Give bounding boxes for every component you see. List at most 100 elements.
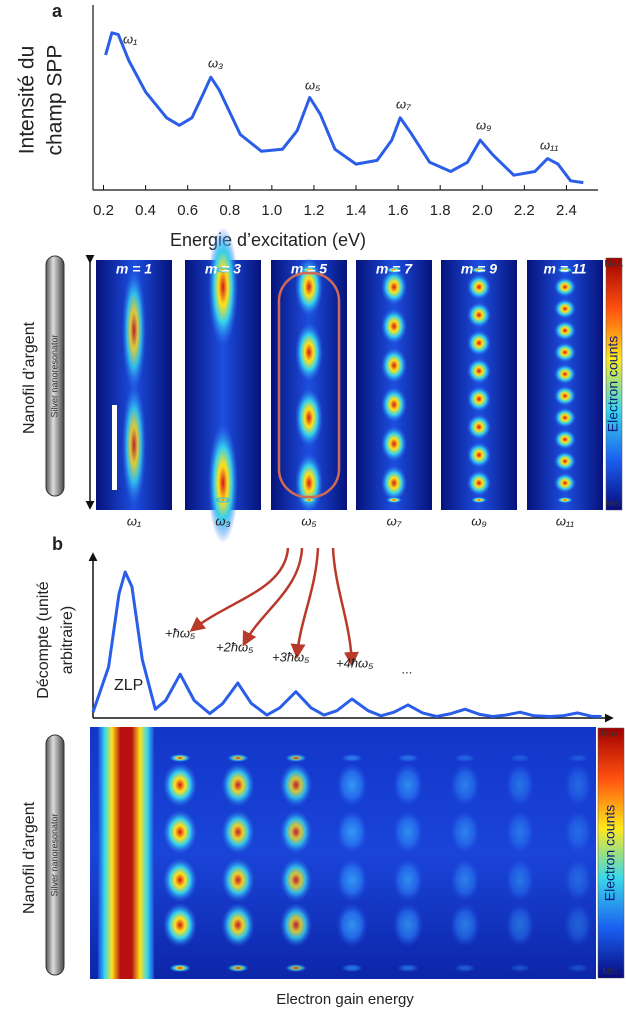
wire-label: Silver nanoresonator: [49, 334, 59, 417]
nanowire: [45, 734, 65, 976]
end-spot: [454, 964, 476, 972]
hot-spot: [208, 423, 238, 543]
hot-spot: [554, 429, 576, 450]
hot-spot: [554, 407, 576, 428]
gain-spot: [563, 810, 593, 854]
mode-map: [441, 260, 517, 510]
gain-spot: [563, 858, 593, 902]
gain-spot: [279, 763, 313, 807]
hot-spot: [467, 386, 491, 412]
gain-spot: [505, 858, 535, 902]
colorbar-min: Min.: [602, 966, 619, 976]
hot-spot: [554, 364, 576, 384]
hot-spot: [467, 414, 491, 440]
annotation: ZLP: [114, 677, 143, 694]
x-axis-label: Energie d’excitation (eV): [170, 230, 366, 250]
mode-label: m = 7: [376, 261, 413, 277]
gain-spot: [505, 810, 535, 854]
hot-spot: [381, 269, 407, 305]
y-axis-label: arbitraire): [59, 606, 76, 674]
gain-spot: [221, 903, 255, 947]
colorbar-title: Electron counts: [602, 805, 618, 902]
zlp-band: [98, 727, 154, 979]
end-spot: [386, 497, 402, 503]
end-spot: [169, 964, 191, 972]
gain-spot: [392, 903, 424, 947]
x-tick-label: 0.4: [135, 202, 156, 219]
hot-spot: [554, 320, 576, 341]
side-label: Nanofil d’argent: [21, 321, 38, 434]
mode-label: m = 9: [461, 261, 497, 277]
x-tick-label: 0.6: [177, 202, 198, 219]
hot-spot: [381, 465, 407, 501]
x-tick-label: 1.8: [430, 202, 451, 219]
gain-spot: [163, 763, 197, 807]
annotation: ω₁: [123, 31, 137, 46]
hot-spot: [381, 308, 407, 344]
y-axis-label: Intensité du: [16, 46, 39, 155]
annotation: +4ħω₅: [336, 655, 374, 670]
colorbar-max: Max.: [601, 728, 621, 738]
end-spot: [227, 754, 249, 762]
gain-spot: [336, 858, 368, 902]
gain-spot: [163, 903, 197, 947]
annotation: +2ħω₅: [216, 639, 254, 654]
hot-spot: [467, 442, 491, 468]
mode-label: m = 11: [544, 261, 587, 277]
gain-spot: [505, 903, 535, 947]
end-spot: [557, 267, 573, 273]
hot-spot: [122, 383, 146, 507]
gain-spot: [221, 763, 255, 807]
side-label: Nanofil d’argent: [21, 801, 38, 914]
panel-label: b: [52, 534, 63, 554]
end-spot: [169, 754, 191, 762]
annotation: ...: [402, 661, 413, 676]
annotation: ω₉: [476, 117, 491, 132]
x-tick-label: 1.2: [304, 202, 325, 219]
y-axis-label: Décompte (unité: [35, 581, 52, 698]
nanowire: [45, 255, 65, 497]
gain-spot: [450, 858, 480, 902]
data-line: [91, 570, 602, 718]
hot-spot: [554, 342, 576, 363]
gain-spot: [336, 810, 368, 854]
gain-spot: [563, 903, 593, 947]
frequency-label: ω₉: [471, 513, 486, 528]
transition-arrows: [189, 547, 359, 667]
x-tick-label: 1.4: [346, 202, 367, 219]
hot-spot: [381, 426, 407, 462]
gain-spot: [163, 810, 197, 854]
gain-spot: [563, 763, 593, 807]
end-spot: [215, 267, 231, 273]
end-spot: [509, 754, 531, 762]
end-spot: [397, 964, 419, 972]
hot-spot: [554, 473, 576, 493]
end-spot: [567, 754, 589, 762]
x-axis-label: Electron gain energy: [276, 991, 414, 1008]
gain-spot: [392, 858, 424, 902]
gain-spot: [279, 810, 313, 854]
gain-spot: [450, 763, 480, 807]
hot-spot: [467, 274, 491, 300]
hot-spot: [381, 386, 407, 423]
end-spot: [397, 754, 419, 762]
colorbar-min: Min.: [605, 498, 622, 508]
gain-spot: [221, 858, 255, 902]
gain-spot: [221, 810, 255, 854]
data-line: [104, 31, 584, 185]
hot-spot: [467, 470, 491, 496]
gain-spot: [450, 903, 480, 947]
hot-spot: [467, 358, 491, 384]
end-spot: [567, 964, 589, 972]
hot-spot: [295, 322, 323, 382]
gain-spot: [279, 903, 313, 947]
gain-spot: [279, 858, 313, 902]
end-spot: [557, 497, 573, 503]
end-spot: [386, 267, 402, 273]
gain-spot: [163, 858, 197, 902]
hot-spot: [295, 453, 323, 513]
gain-spot: [336, 903, 368, 947]
gain-spot: [392, 810, 424, 854]
panel-label: a: [52, 1, 63, 21]
highlight: [277, 271, 341, 499]
